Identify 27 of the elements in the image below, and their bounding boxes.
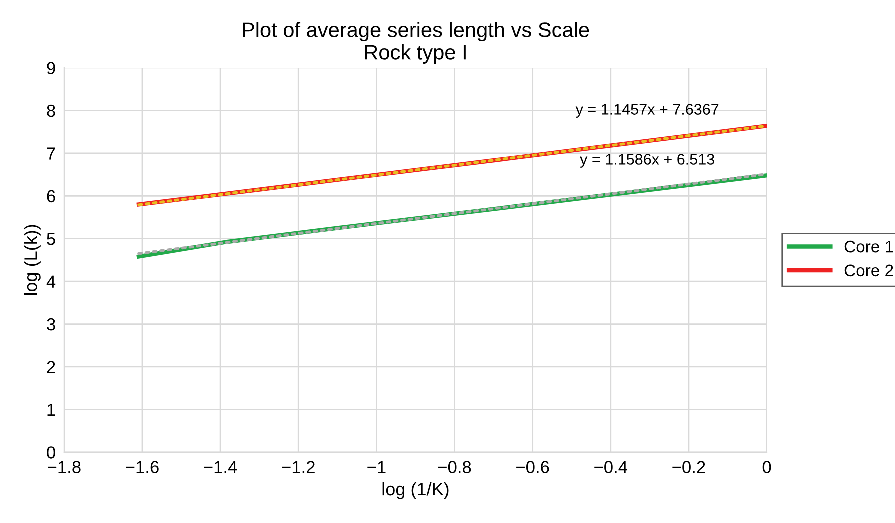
x-tick-label: −1.2 bbox=[282, 461, 315, 474]
y-tick-label: 7 bbox=[47, 148, 56, 160]
annotation: y = 1.1586x + 6.513 bbox=[580, 154, 714, 168]
x-axis-title: log (1/K) bbox=[382, 482, 449, 500]
y-tick-label: 8 bbox=[47, 104, 56, 118]
chart-title: Plot of average series length vs Scale Rock type I bbox=[243, 22, 590, 64]
y-tick-label: 2 bbox=[47, 361, 56, 374]
x-tick-label: −0.8 bbox=[438, 461, 472, 474]
x-tick-label: −0.4 bbox=[594, 461, 628, 474]
y-tick-label: 1 bbox=[48, 404, 56, 416]
annotation: y = 1.1457x + 7.6367 bbox=[576, 104, 719, 118]
y-tick-label: 4 bbox=[46, 276, 56, 288]
legend-label: Core 1 bbox=[844, 240, 894, 253]
x-tick-label: −1.6 bbox=[126, 461, 159, 474]
y-tick-label: 0 bbox=[47, 446, 56, 459]
x-tick-label: −0.2 bbox=[672, 461, 706, 474]
x-tick-label: 0 bbox=[762, 461, 772, 474]
x-tick-label: −1 bbox=[368, 461, 386, 474]
y-axis-title: log (L(k)) bbox=[24, 225, 41, 296]
x-tick-label: −0.6 bbox=[516, 461, 550, 474]
y-tick-label: 5 bbox=[47, 233, 56, 246]
y-tick-label: 9 bbox=[47, 62, 56, 74]
x-tick-label: −1.4 bbox=[204, 461, 238, 474]
legend-label: Core 2 bbox=[844, 264, 894, 277]
y-tick-label: 3 bbox=[47, 318, 56, 331]
y-tick-label: 6 bbox=[47, 190, 56, 203]
x-tick-label: −1.8 bbox=[48, 461, 81, 474]
